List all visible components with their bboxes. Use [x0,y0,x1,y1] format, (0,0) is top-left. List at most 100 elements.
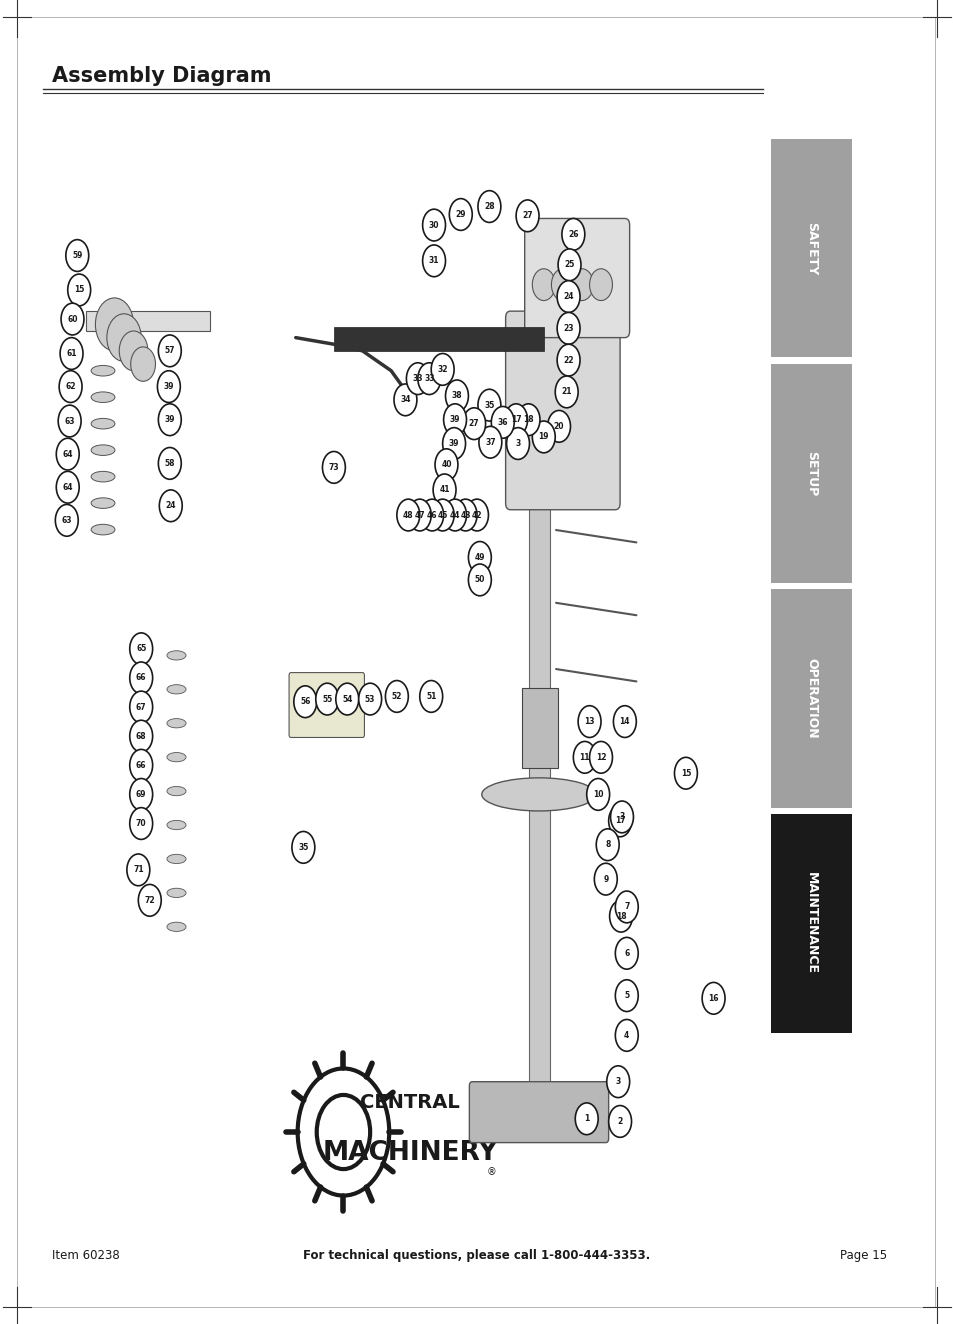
Text: 71: 71 [132,866,144,874]
Text: SETUP: SETUP [804,450,817,496]
Ellipse shape [167,685,186,694]
Circle shape [61,303,84,335]
Circle shape [465,499,488,531]
Text: 7: 7 [623,903,629,911]
Circle shape [396,499,419,531]
Text: 39: 39 [448,440,459,448]
Circle shape [589,269,612,301]
Ellipse shape [91,365,114,376]
Circle shape [610,801,633,833]
Text: 5: 5 [623,992,629,1000]
Text: SAFETY: SAFETY [804,221,817,275]
Circle shape [551,269,574,301]
Text: 44: 44 [449,511,460,519]
Text: 34: 34 [399,396,411,404]
Ellipse shape [167,854,186,863]
Ellipse shape [91,418,114,429]
Circle shape [589,741,612,773]
Bar [521,688,558,768]
Text: 15: 15 [74,286,84,294]
Circle shape [517,404,539,436]
Text: 3: 3 [615,1078,620,1086]
Text: 30: 30 [428,221,439,229]
Text: Item 60238: Item 60238 [52,1249,120,1262]
Ellipse shape [167,821,186,830]
Circle shape [127,854,150,886]
Circle shape [578,706,600,737]
Circle shape [449,199,472,230]
Text: 27: 27 [468,420,479,428]
Circle shape [419,681,442,712]
Text: 65: 65 [136,645,146,653]
Text: 8: 8 [604,841,610,849]
Text: 61: 61 [66,350,77,357]
Circle shape [66,240,89,271]
Circle shape [557,344,579,376]
Ellipse shape [167,719,186,728]
Text: 64: 64 [62,483,73,491]
Circle shape [615,937,638,969]
Ellipse shape [167,922,186,932]
Text: 2: 2 [617,1117,622,1125]
Circle shape [558,249,580,281]
Circle shape [130,633,152,665]
Bar [770,139,851,357]
Text: 20: 20 [553,422,564,430]
Circle shape [119,331,148,371]
Circle shape [547,410,570,442]
Text: 18: 18 [615,912,626,920]
Text: Page 15: Page 15 [839,1249,885,1262]
Text: 38: 38 [451,392,462,400]
Text: 41: 41 [438,486,450,494]
Text: 68: 68 [135,732,147,740]
Circle shape [58,405,81,437]
Circle shape [417,363,440,395]
Circle shape [55,504,78,536]
Circle shape [477,389,500,421]
Ellipse shape [167,786,186,796]
Text: MAINTENANCE: MAINTENANCE [804,873,817,974]
Circle shape [56,438,79,470]
Circle shape [468,564,491,596]
Text: 22: 22 [562,356,574,364]
Ellipse shape [91,471,114,482]
Text: 35: 35 [484,401,494,409]
Text: 73: 73 [328,463,339,471]
Text: 63: 63 [64,417,75,425]
Text: 4: 4 [623,1031,629,1039]
Text: 18: 18 [522,416,534,424]
Text: CENTRAL: CENTRAL [360,1094,459,1112]
Text: 33: 33 [412,375,423,383]
Text: 35: 35 [298,843,308,851]
Bar [529,305,550,1125]
Circle shape [477,191,500,222]
Text: 62: 62 [65,383,76,391]
Text: 48: 48 [402,511,414,519]
Text: 64: 64 [62,450,73,458]
Bar [770,589,851,808]
Text: 39: 39 [164,416,175,424]
Text: OPERATION: OPERATION [804,658,817,739]
Text: 6: 6 [623,949,629,957]
Ellipse shape [481,779,596,810]
Circle shape [506,428,529,459]
Text: 70: 70 [135,820,147,828]
Circle shape [130,720,152,752]
FancyArrowPatch shape [556,669,636,682]
Text: 45: 45 [437,511,447,519]
Circle shape [613,706,636,737]
Ellipse shape [91,498,114,508]
Text: 66: 66 [135,674,147,682]
Text: 11: 11 [578,753,590,761]
Circle shape [95,298,133,351]
Text: 32: 32 [436,365,448,373]
Text: 49: 49 [474,553,485,561]
Text: 15: 15 [680,769,690,777]
Circle shape [532,421,555,453]
Text: 21: 21 [560,388,572,396]
Circle shape [159,490,182,522]
Circle shape [615,891,638,923]
FancyBboxPatch shape [289,673,364,737]
Text: 13: 13 [583,718,595,726]
Text: 54: 54 [342,695,352,703]
